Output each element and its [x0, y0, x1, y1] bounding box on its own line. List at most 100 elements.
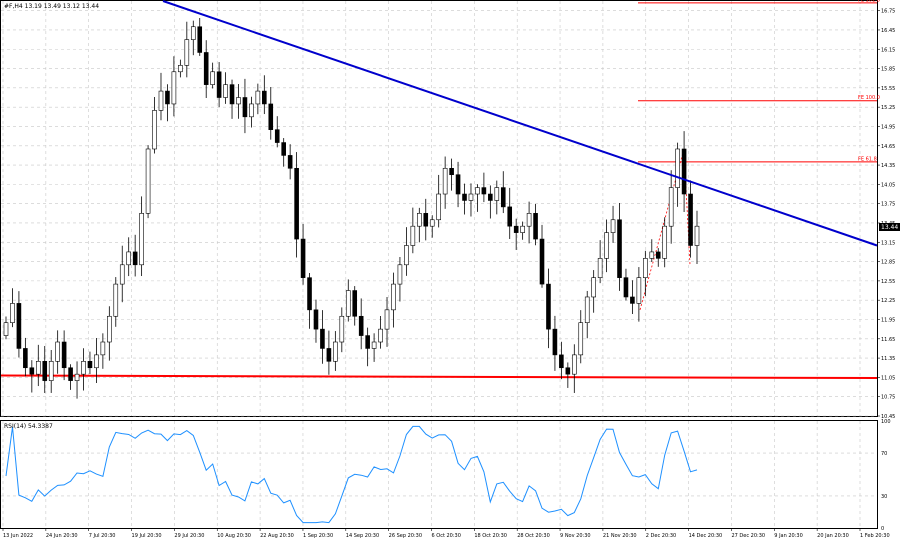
time-tick-label: 2 Dec 20:30 — [646, 533, 676, 539]
candle-body — [313, 309, 319, 330]
candle-body — [210, 71, 215, 85]
price-tick-label: 12.25 — [881, 298, 895, 304]
candle-body — [623, 277, 629, 298]
candle-body — [320, 328, 325, 349]
price-tick-label: 12.55 — [881, 279, 895, 285]
candle-body — [274, 129, 280, 143]
time-tick-label: 20 Jan 20:30 — [817, 533, 849, 539]
candle-body — [145, 148, 151, 214]
price-tick-label: 12.85 — [881, 260, 895, 266]
price-tick-label: 14.35 — [881, 163, 895, 169]
candle-body — [378, 328, 383, 343]
time-tick-label: 13 Jun 2022 — [3, 533, 33, 539]
price-tick-label: 16.45 — [881, 28, 895, 34]
time-tick-label: 22 Aug 20:30 — [260, 533, 294, 539]
candle-body — [152, 110, 157, 150]
candle-body — [559, 354, 564, 369]
time-tick-label: 10 Aug 20:30 — [217, 533, 251, 539]
rsi-pane-frame — [0, 420, 878, 529]
candle-body — [249, 103, 254, 118]
candle-body — [35, 361, 41, 375]
time-tick-label: 1 Feb 20:30 — [860, 533, 890, 539]
price-tick-label: 10.45 — [881, 414, 895, 420]
candle-body — [352, 290, 358, 317]
candle-body — [345, 290, 351, 317]
descending-trendline — [162, 0, 878, 247]
price-tick-label: 14.05 — [881, 182, 895, 188]
candle-body — [55, 341, 60, 362]
candle-body — [649, 251, 655, 259]
candle-body — [675, 148, 680, 188]
time-tick-label: 29 Jul 20:30 — [174, 533, 204, 539]
price-tick-label: 11.35 — [881, 356, 895, 362]
time-tick-label: 26 Sep 20:30 — [389, 533, 422, 539]
candle-body — [449, 167, 454, 176]
time-tick-label: 14 Sep 20:30 — [346, 533, 379, 539]
candle-body — [87, 361, 93, 369]
price-tick-label: 15.55 — [881, 86, 895, 92]
candle-body — [571, 354, 577, 375]
price-tick-label: 11.05 — [881, 375, 895, 381]
candle-body — [391, 283, 396, 311]
candle-body — [216, 71, 222, 98]
candle-body — [410, 225, 416, 246]
candle-body — [29, 367, 35, 375]
price-tick-label: 14.95 — [881, 124, 895, 130]
candle-body — [546, 283, 551, 330]
price-tick-label: 13.15 — [881, 240, 895, 246]
main-pane-frame — [0, 0, 878, 417]
candle-body — [158, 90, 164, 111]
candle-body — [597, 258, 603, 278]
candle-body — [281, 142, 286, 156]
candle-body — [475, 187, 480, 195]
time-tick-label: 21 Nov 20:30 — [603, 533, 637, 539]
price-tick-label: 11.95 — [881, 317, 895, 323]
time-tick-label: 7 Jul 20:30 — [89, 533, 116, 539]
candle-body — [694, 225, 700, 246]
candle-body — [494, 187, 500, 201]
fib-level-label: FE 100.0 — [858, 95, 880, 101]
candle-body — [681, 148, 687, 195]
candle-body — [423, 213, 429, 227]
candle-body — [68, 367, 73, 381]
candle-body — [397, 264, 403, 285]
price-tick-label: 15.25 — [881, 105, 895, 111]
candle-body — [307, 277, 312, 311]
candle-body — [481, 187, 487, 195]
candle-body — [113, 283, 119, 317]
rsi-tick-label: 30 — [881, 494, 887, 500]
candle-body — [223, 84, 228, 98]
rsi-tick-label: 100 — [881, 419, 891, 425]
current-price-label: 13.44 — [881, 224, 898, 231]
candle-body — [229, 84, 235, 105]
fib-projection-path — [639, 148, 691, 310]
candle-body — [610, 219, 616, 233]
candle-body — [48, 361, 54, 381]
candle-body — [584, 296, 590, 324]
candle-body — [500, 187, 506, 208]
price-tick-label: 10.75 — [881, 395, 895, 401]
candle-body — [23, 348, 28, 369]
candle-body — [294, 167, 299, 240]
candle-body — [100, 341, 106, 356]
candle-body — [429, 219, 435, 227]
candle-body — [630, 296, 635, 304]
candle-body — [442, 167, 448, 195]
candle-body — [61, 341, 67, 369]
candle-body — [42, 361, 48, 381]
candle-body — [371, 341, 377, 349]
candle-body — [139, 213, 144, 266]
rsi-label: RSI(14) 54.3387 — [4, 423, 53, 430]
candle-body — [404, 245, 409, 266]
fib-level-label: FE 161.8 — [858, 0, 880, 3]
candle-body — [242, 97, 248, 118]
candle-body — [507, 206, 513, 227]
price-tick-label: 16.75 — [881, 9, 895, 15]
candle-body — [10, 303, 15, 324]
price-tick-label: 15.85 — [881, 67, 895, 73]
candle-body — [178, 65, 183, 73]
candle-body — [520, 225, 525, 233]
candle-body — [526, 213, 532, 227]
